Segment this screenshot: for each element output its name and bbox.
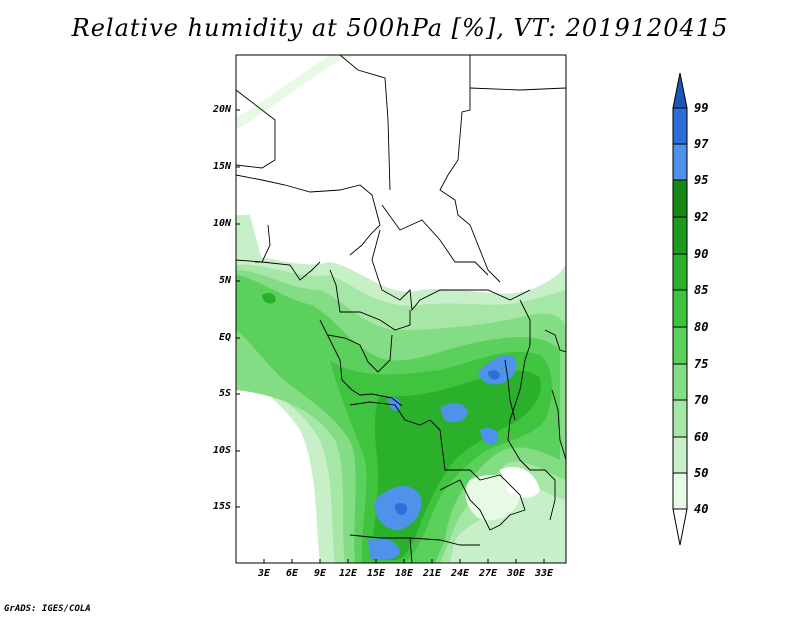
colorbar-swatch-92 [672,216,688,255]
lat-label-20n: 20N [212,104,231,115]
colorbar-swatch-70 [672,399,688,438]
colorbar-swatch-50 [672,472,688,510]
colorbar-swatch-99 [672,107,688,145]
colorbar-label-50: 50 [694,466,709,480]
colorbar-label-75: 75 [694,357,709,371]
lon-label-18e: 18E [394,568,414,579]
colorbar-label-70: 70 [694,393,709,407]
colorbar-label-40: 40 [694,502,709,516]
colorbar-label-92: 92 [694,210,709,224]
colorbar-swatch-75 [672,363,688,401]
lat-label-15n: 15N [212,161,231,172]
colorbar-label-85: 85 [694,283,709,297]
colorbar-swatch-60 [672,436,688,474]
axis-ticks [236,109,545,563]
lat-label-5n: 5N [218,275,231,286]
colorbar-label-90: 90 [694,247,709,261]
colorbar-bottom-arrow [672,508,688,546]
lat-label-5s: 5S [218,388,231,399]
lon-label-3e: 3E [257,568,271,579]
lon-label-21e: 21E [422,568,442,579]
lon-label-6e: 6E [285,568,299,579]
map-title: Relative humidity at 500hPa [%], VT: 201… [71,14,729,42]
grads-credit: GrADS: IGES/COLA [4,604,91,614]
colorbar-swatch-90 [672,253,688,291]
lon-label-33e: 33E [534,568,554,579]
colorbar-label-60: 60 [694,430,709,444]
country-borders [236,55,566,563]
colorbar-top-arrow [672,72,688,109]
lat-label-eq: EQ [218,332,231,343]
map-frame [235,54,567,564]
colorbar-swatch-85 [672,289,688,328]
lat-label-10n: 10N [212,218,231,229]
lon-label-27e: 27E [478,568,498,579]
colorbar-swatch-97 [672,143,688,181]
lon-label-9e: 9E [313,568,327,579]
lon-label-30e: 30E [506,568,526,579]
lon-label-15e: 15E [366,568,386,579]
colorbar-swatch-80 [672,326,688,365]
colorbar-label-95: 95 [694,173,709,187]
lat-label-15s: 15S [212,501,231,512]
colorbar-label-99: 99 [694,101,709,115]
lat-label-10s: 10S [212,445,231,456]
humidity-field [236,55,566,563]
lon-label-12e: 12E [338,568,358,579]
lon-label-24e: 24E [450,568,470,579]
colorbar-label-80: 80 [694,320,709,334]
colorbar-swatch-95 [672,179,688,218]
colorbar-label-97: 97 [694,137,709,151]
